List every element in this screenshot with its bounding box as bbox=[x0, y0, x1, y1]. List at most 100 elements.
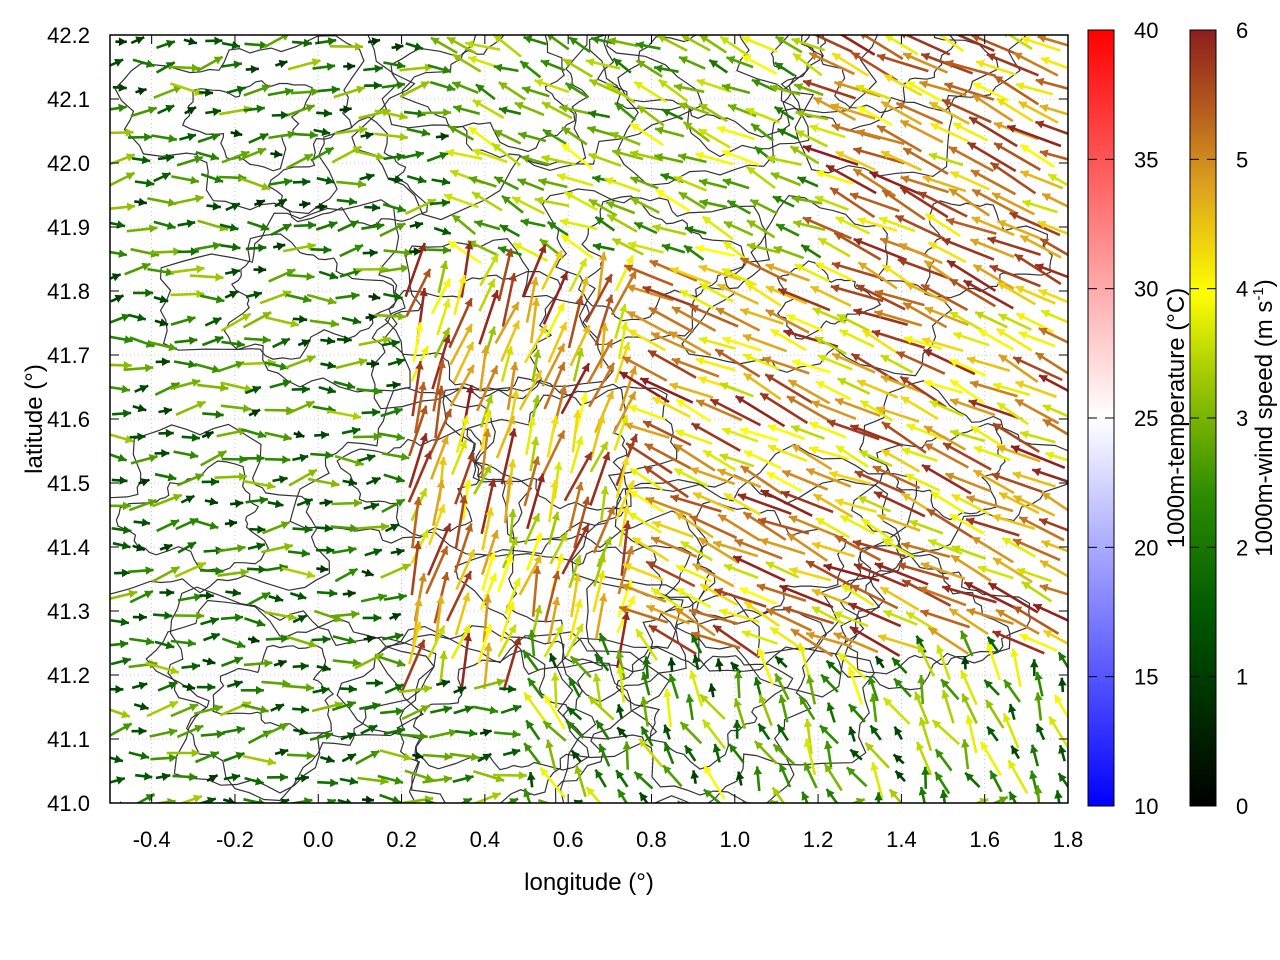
wind-arrow-head bbox=[1036, 723, 1045, 733]
wind-arrow-head bbox=[777, 724, 786, 734]
wind-arrow bbox=[1018, 331, 1056, 348]
wind-arrow bbox=[811, 588, 855, 608]
wind-arrow-head bbox=[443, 108, 452, 117]
wind-arrow bbox=[541, 249, 564, 290]
wind-arrow-head bbox=[561, 235, 570, 244]
wind-arrow bbox=[174, 611, 205, 621]
wind-arrow-head bbox=[654, 153, 663, 162]
wind-arrow-head bbox=[215, 410, 224, 419]
wind-arrow bbox=[765, 285, 808, 305]
wind-arrow-shaft bbox=[610, 269, 638, 316]
wind-arrow-shaft bbox=[620, 520, 630, 576]
wind-arrow-shaft bbox=[995, 608, 1040, 635]
wind-arrow-head bbox=[901, 396, 910, 405]
wind-arrow bbox=[170, 378, 201, 390]
wind-arrow-head bbox=[723, 241, 733, 251]
wind-arrow-head bbox=[978, 329, 988, 338]
grid-lines bbox=[110, 34, 1069, 804]
wind-arrow bbox=[793, 83, 824, 97]
wind-arrow-head bbox=[751, 123, 761, 132]
wind-arrow bbox=[525, 416, 536, 455]
wind-arrow-head bbox=[776, 224, 786, 232]
wind-arrow-head bbox=[118, 103, 127, 113]
wind-arrow bbox=[1008, 703, 1017, 721]
wind-arrow-head bbox=[459, 440, 468, 449]
wind-arrow-head bbox=[597, 553, 606, 563]
wind-arrow bbox=[568, 481, 584, 532]
wind-arrow-head bbox=[818, 238, 828, 246]
wind-arrow-shaft bbox=[690, 422, 741, 452]
wind-arrow-head bbox=[415, 150, 424, 159]
wind-arrow bbox=[406, 175, 427, 184]
wind-arrow bbox=[588, 198, 618, 217]
wind-arrow bbox=[382, 632, 404, 641]
wind-arrow bbox=[454, 452, 476, 505]
wind-arrow bbox=[642, 285, 696, 308]
wind-arrow bbox=[594, 593, 608, 640]
wind-arrow bbox=[497, 553, 514, 593]
wind-arrow bbox=[174, 561, 207, 578]
wind-arrow bbox=[453, 274, 467, 316]
wind-arrow-head bbox=[145, 637, 155, 646]
wind-arrow bbox=[399, 63, 434, 72]
wind-arrow bbox=[472, 98, 505, 120]
wind-arrow-head bbox=[714, 587, 724, 597]
wind-arrow-head bbox=[600, 322, 609, 331]
temperature-contour-line bbox=[370, 237, 613, 410]
wind-arrow-shaft bbox=[408, 405, 428, 457]
wind-arrow bbox=[333, 380, 356, 390]
wind-arrow-head bbox=[465, 40, 474, 49]
wind-arrow-shaft bbox=[950, 554, 992, 583]
wind-arrow-head bbox=[161, 772, 171, 781]
wind-arrow-head bbox=[729, 744, 738, 753]
wind-arrow bbox=[365, 476, 382, 486]
wind-arrow-head bbox=[804, 762, 812, 772]
wind-arrow bbox=[618, 504, 631, 547]
wind-arrow bbox=[689, 670, 704, 707]
wind-arrow bbox=[247, 591, 271, 606]
wind-arrow bbox=[968, 399, 1023, 421]
wind-arrow bbox=[670, 494, 722, 513]
wind-arrow bbox=[597, 251, 608, 299]
wind-arrow-head bbox=[353, 498, 362, 508]
temperature-contour-line bbox=[181, 80, 313, 172]
wind-arrow bbox=[501, 272, 517, 327]
wind-arrow-head bbox=[543, 721, 553, 730]
wind-arrow bbox=[368, 292, 381, 301]
wind-arrow-head bbox=[894, 726, 903, 736]
wind-arrow-shaft bbox=[625, 442, 673, 475]
wind-arrow bbox=[678, 102, 710, 115]
wind-arrow-head bbox=[305, 401, 315, 409]
wind-arrow bbox=[285, 293, 312, 304]
wind-arrow-head bbox=[595, 654, 604, 663]
wind-arrow bbox=[179, 132, 197, 142]
wind-arrow-head bbox=[166, 39, 175, 49]
wind-arrow-head bbox=[138, 197, 147, 207]
wind-arrow-head bbox=[569, 37, 578, 46]
wind-arrow-head bbox=[960, 656, 970, 665]
wind-arrow-shaft bbox=[830, 285, 884, 303]
wind-arrow-head bbox=[290, 319, 299, 328]
wind-arrow-head bbox=[264, 659, 273, 668]
wind-arrow-head bbox=[443, 193, 453, 202]
wind-arrow-head bbox=[626, 284, 636, 293]
wind-arrow bbox=[1047, 173, 1068, 187]
wind-arrow-head bbox=[462, 624, 471, 634]
wind-arrow bbox=[590, 414, 606, 458]
wind-arrow-head bbox=[141, 518, 150, 527]
wind-arrow bbox=[872, 465, 921, 490]
wind-arrow-shaft bbox=[618, 365, 637, 412]
wind-arrow-head bbox=[878, 633, 887, 643]
wind-arrow-head bbox=[906, 423, 916, 432]
wind-arrow-head bbox=[722, 336, 732, 345]
wind-arrow-head bbox=[923, 349, 933, 358]
wind-arrow-head bbox=[719, 608, 728, 617]
wind-arrow bbox=[690, 633, 703, 654]
wind-arrow bbox=[214, 472, 247, 481]
wind-arrow bbox=[873, 490, 926, 518]
wind-arrow-shaft bbox=[737, 493, 792, 516]
wind-arrow bbox=[170, 703, 199, 718]
wind-arrow-head bbox=[758, 694, 767, 704]
wind-arrow-head bbox=[949, 608, 959, 617]
wind-arrow bbox=[948, 277, 996, 308]
